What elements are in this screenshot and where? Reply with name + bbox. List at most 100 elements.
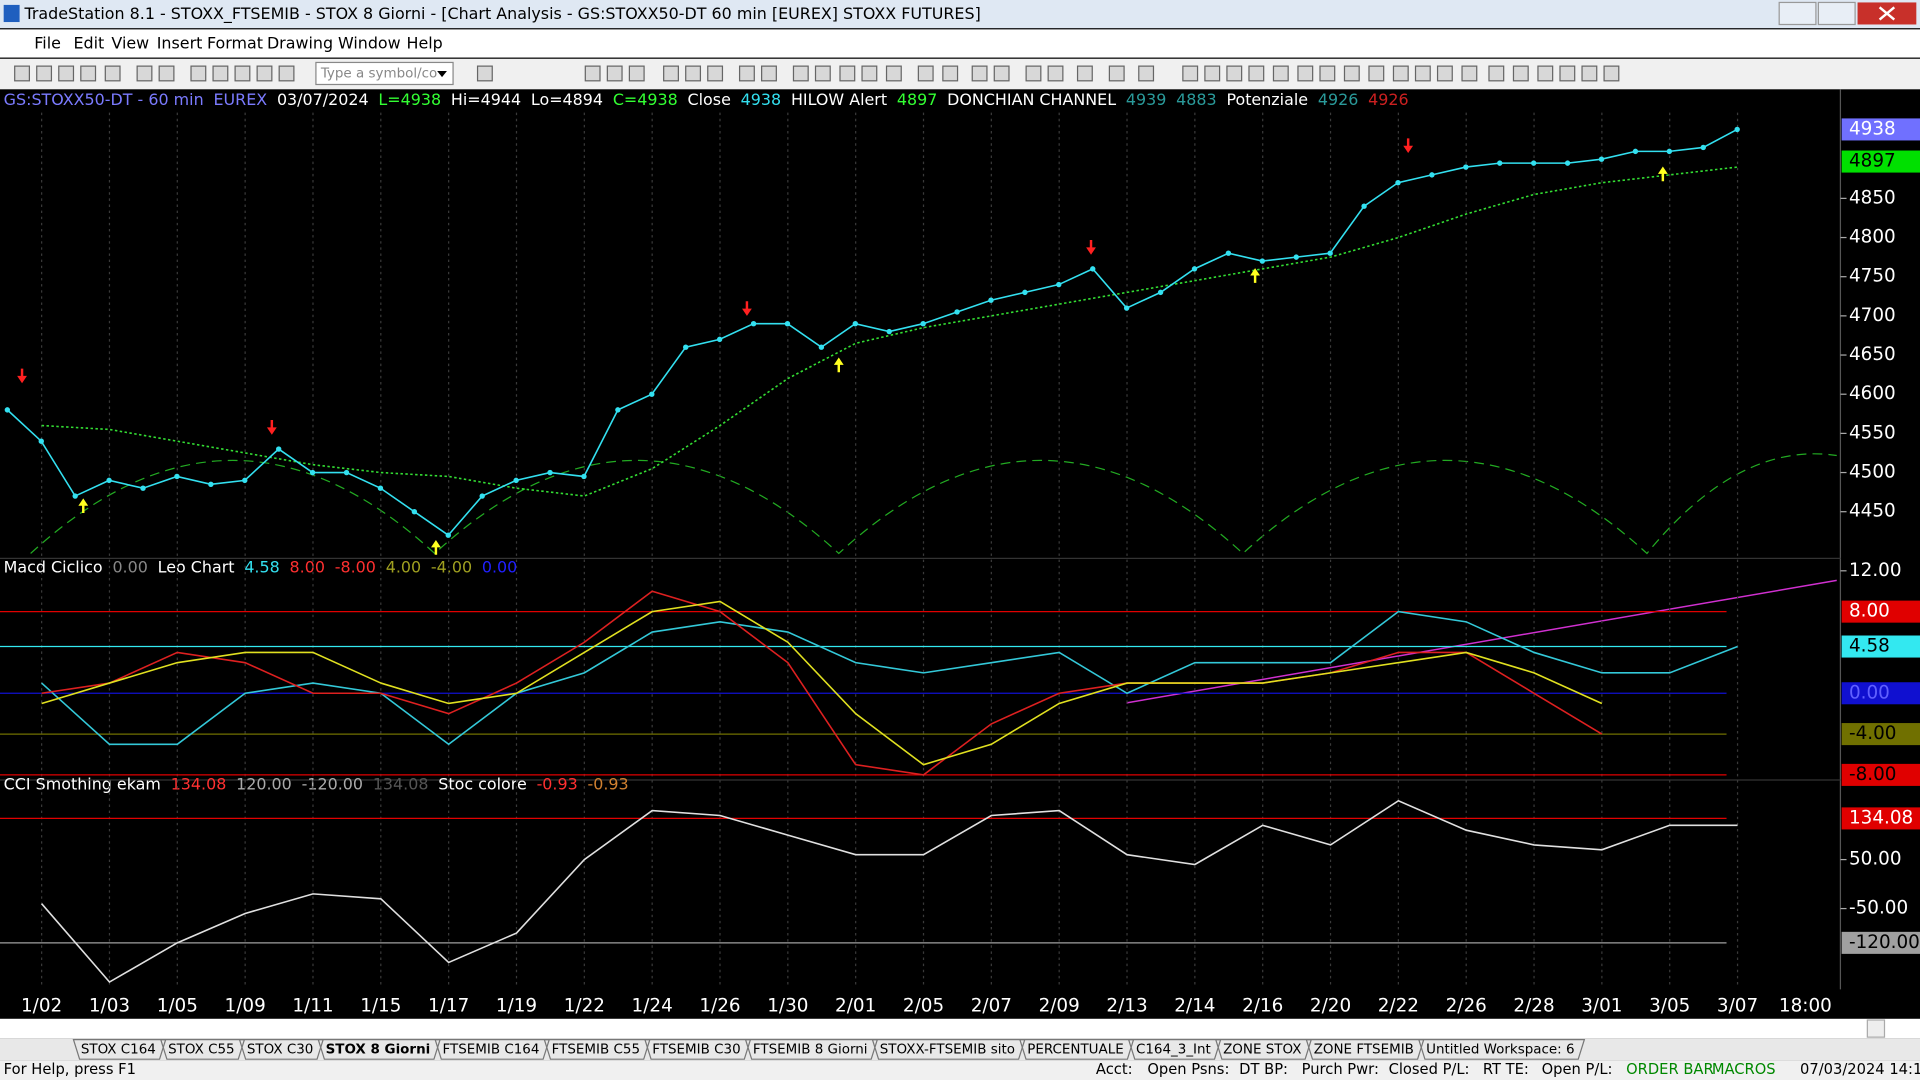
workspace-tab[interactable]: FTSEMIB C30 [652,1042,740,1057]
toolbar-button[interactable] [685,65,702,82]
tab-outline [317,1038,441,1060]
workspace-tab[interactable]: Untitled Workspace: 6 [1426,1042,1574,1057]
toolbar-button[interactable] [1368,65,1385,82]
toolbar-button[interactable] [814,65,831,82]
toolbar-button[interactable] [792,65,809,82]
workspace-tab[interactable]: STOXX-FTSEMIB sito [880,1042,1015,1057]
series-point [1327,250,1333,256]
toolbar-button[interactable] [212,65,229,82]
toolbar-button[interactable] [1248,65,1265,82]
toolbar-button[interactable] [1581,65,1598,82]
toolbar-button[interactable] [1226,65,1243,82]
value-badge [1841,600,1920,623]
menu-item[interactable]: Drawing [267,34,333,53]
series-line [41,590,1603,776]
menu-item[interactable]: View [111,34,149,53]
toolbar-button[interactable] [14,65,30,82]
toolbar-button[interactable] [36,65,53,82]
series-point [1225,250,1232,256]
x-tick-label: 1/24 [632,996,673,1017]
workspace-tab[interactable]: FTSEMIB 8 Giorni [753,1042,868,1057]
toolbar-button[interactable] [1512,65,1529,82]
toolbar-button[interactable] [1025,65,1042,82]
workspace-tab[interactable]: ZONE STOX [1223,1042,1301,1057]
menu-item[interactable]: Insert [157,34,203,53]
toolbar-button[interactable] [761,65,777,82]
buy-arrow [431,540,441,555]
workspace-tab[interactable]: STOX 8 Giorni [326,1042,431,1057]
toolbar-button[interactable] [104,65,121,82]
toolbar-button[interactable] [1076,65,1093,82]
panel-header-item: Potenziale [1226,90,1308,109]
workspace-tab[interactable]: FTSEMIB C55 [552,1042,640,1057]
workspace-tab[interactable]: STOX C30 [247,1042,314,1057]
toolbar-button[interactable] [1488,65,1505,82]
workspace-tab[interactable]: ZONE FTSEMIB [1314,1042,1414,1057]
toolbar-button[interactable] [58,65,75,82]
toolbar-button[interactable] [1108,65,1125,82]
toolbar-button[interactable] [1392,65,1409,82]
toolbar-button[interactable] [707,65,724,82]
toolbar-button[interactable] [80,65,97,82]
scrollbar[interactable] [0,1018,1920,1039]
toolbar-button[interactable] [1297,65,1314,82]
toolbar-button[interactable] [234,65,251,82]
x-tick-label: 3/01 [1581,996,1622,1017]
menu-item[interactable]: Help [407,34,443,53]
toolbar-button[interactable] [628,65,645,82]
toolbar-button[interactable] [971,65,988,82]
menu-item[interactable]: Format [207,34,263,53]
toolbar-button[interactable] [1182,65,1199,82]
menu-item[interactable]: File [34,34,61,53]
toolbar-button[interactable] [1537,65,1554,82]
value-badge-label: 0.00 [1849,682,1890,703]
menu: File Edit View Insert Format Drawing Window Hel… [34,34,443,53]
toolbar-button[interactable] [1461,65,1478,82]
workspace-tab[interactable]: FTSEMIB C164 [443,1042,540,1057]
panel-header-item: 4938 [741,90,781,109]
tab-outline [871,1038,1026,1060]
toolbar-button[interactable] [839,65,856,82]
panel-header-item: 4897 [897,90,937,109]
toolbar-button[interactable] [1559,65,1576,82]
y-tick-label: 4450 [1849,501,1896,522]
toolbar-button[interactable] [942,65,959,82]
series-point [1259,258,1266,264]
menu-item[interactable]: Window [338,34,401,53]
toolbar-button[interactable] [190,65,207,82]
toolbar-button[interactable] [1343,65,1360,82]
toolbar-button[interactable] [1436,65,1453,82]
toolbar-button[interactable] [278,65,295,82]
symbol-input[interactable] [315,61,454,86]
toolbar-button[interactable] [663,65,679,82]
toolbar-button[interactable] [861,65,878,82]
toolbar-button[interactable] [1204,65,1221,82]
toolbar-button[interactable] [584,65,601,82]
toolbar-button[interactable] [136,65,153,82]
menu-item[interactable]: Edit [73,34,104,53]
toolbar-button[interactable] [1603,65,1620,82]
minimize-button[interactable] [1778,1,1817,26]
workspace-tab[interactable]: PERCENTUALE [1027,1042,1124,1057]
workspace-tab[interactable]: STOX C164 [81,1042,156,1057]
toolbar-button[interactable] [993,65,1010,82]
scroll-thumb[interactable] [1866,1019,1886,1038]
panel-header-item: Leo Chart [158,558,235,577]
toolbar-button[interactable] [1047,65,1064,82]
workspace-tab[interactable]: STOX C55 [168,1042,235,1057]
toolbar-button[interactable] [256,65,273,82]
toolbar-button[interactable] [1414,65,1431,82]
toolbar-button[interactable] [606,65,623,82]
toolbar-button[interactable] [158,65,175,82]
toolbar-button[interactable] [917,65,934,82]
toolbar-button[interactable] [1319,65,1336,82]
maximize-button[interactable] [1817,1,1856,26]
workspace-tab[interactable]: C164_3_Int [1136,1042,1211,1057]
series-point [886,328,892,335]
toolbar-button[interactable] [885,65,902,82]
toolbar-button[interactable] [738,65,755,82]
toolbar-button[interactable] [476,65,493,82]
toolbar-button[interactable] [1272,65,1289,82]
toolbar-button[interactable] [1138,65,1155,82]
buy-arrow [1250,268,1260,283]
